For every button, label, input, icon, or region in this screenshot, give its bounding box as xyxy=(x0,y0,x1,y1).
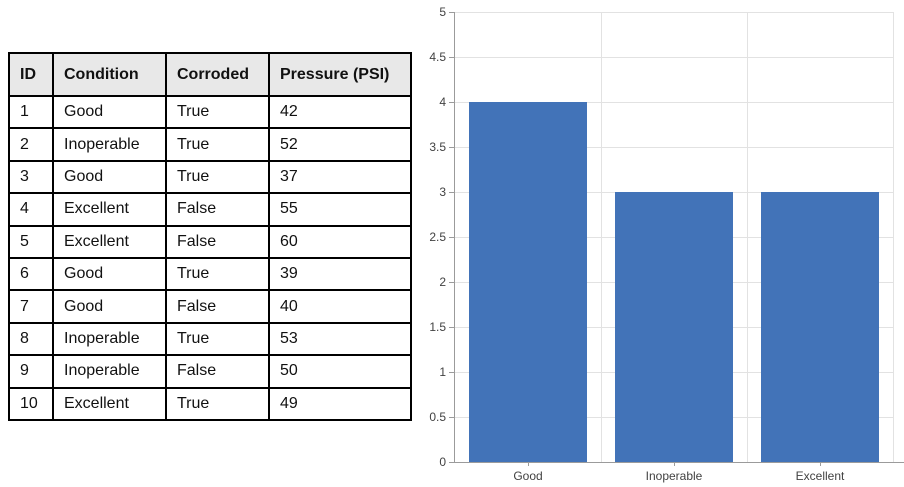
table-header-row: ID Condition Corroded Pressure (PSI) xyxy=(8,52,412,97)
table-cell-corroded: False xyxy=(165,289,270,324)
table-cell-id: 8 xyxy=(8,321,54,357)
table-cell-corroded: True xyxy=(165,159,270,195)
table-cell-condition: Good xyxy=(52,289,167,324)
table-cell-pressure-psi: 37 xyxy=(268,159,412,195)
y-axis-tick xyxy=(449,11,455,13)
y-axis-tick xyxy=(449,281,455,283)
gridline-horizontal xyxy=(455,101,893,103)
table-cell-id: 9 xyxy=(8,354,54,389)
gridline-vertical xyxy=(600,12,602,462)
table-cell-pressure-psi: 53 xyxy=(268,321,412,357)
y-axis-label: 2 xyxy=(439,275,446,289)
column-header-id: ID xyxy=(8,52,54,97)
table-cell-id: 5 xyxy=(8,224,54,259)
condition-count-bar-chart: 0 0.5 1 1.5 2 2.5 3 3.5 4 4.5 5 Good Inoperable Excel… xyxy=(429,5,904,483)
table-row: 4 Excellent False 55 xyxy=(8,192,412,227)
table-cell-pressure-psi: 49 xyxy=(268,386,412,421)
table-cell-corroded: True xyxy=(165,94,270,130)
table-cell-condition: Inoperable xyxy=(52,354,167,389)
table-cell-id: 4 xyxy=(8,192,54,227)
y-axis-tick xyxy=(449,191,455,193)
x-axis-line xyxy=(449,462,904,463)
table-cell-pressure-psi: 42 xyxy=(268,94,412,130)
gridline-vertical xyxy=(892,12,894,462)
table-cell-id: 6 xyxy=(8,256,54,292)
table-cell-id: 7 xyxy=(8,289,54,324)
inspection-table-container: ID Condition Corroded Pressure (PSI) 1 Go… xyxy=(8,52,412,421)
y-axis-tick xyxy=(449,56,455,58)
table-row: 2 Inoperable True 52 xyxy=(8,127,412,162)
y-axis-tick xyxy=(449,236,455,238)
table-cell-pressure-psi: 55 xyxy=(268,192,412,227)
y-axis-tick xyxy=(449,326,455,328)
x-axis-label: Inoperable xyxy=(645,469,703,483)
table-row: 8 Inoperable True 53 xyxy=(8,321,412,357)
x-axis-tick xyxy=(673,462,675,466)
y-axis-tick xyxy=(449,101,455,103)
table-row: 6 Good True 39 xyxy=(8,256,412,292)
table-cell-condition: Excellent xyxy=(52,386,167,421)
table-cell-corroded: False xyxy=(165,192,270,227)
table-cell-condition: Good xyxy=(52,159,167,195)
table-cell-corroded: True xyxy=(165,321,270,357)
table-cell-pressure-psi: 52 xyxy=(268,127,412,162)
gridline-horizontal xyxy=(455,56,893,58)
table-cell-id: 1 xyxy=(8,94,54,130)
table-cell-corroded: True xyxy=(165,127,270,162)
table-cell-corroded: False xyxy=(165,354,270,389)
table-row: 1 Good True 42 xyxy=(8,94,412,130)
bar-excellent xyxy=(761,192,879,462)
y-axis-label: 0.5 xyxy=(429,410,446,424)
table-row: 9 Inoperable False 50 xyxy=(8,354,412,389)
table-cell-condition: Inoperable xyxy=(52,321,167,357)
y-axis-label: 3.5 xyxy=(429,140,446,154)
table-cell-condition: Inoperable xyxy=(52,127,167,162)
table-cell-corroded: False xyxy=(165,224,270,259)
table-cell-condition: Good xyxy=(52,256,167,292)
table-cell-corroded: True xyxy=(165,256,270,292)
table-cell-id: 3 xyxy=(8,159,54,195)
table-cell-pressure-psi: 60 xyxy=(268,224,412,259)
y-axis-label: 0 xyxy=(439,455,446,469)
table-cell-id: 2 xyxy=(8,127,54,162)
column-header-condition: Condition xyxy=(52,52,167,97)
table-cell-id: 10 xyxy=(8,386,54,421)
table-row: 5 Excellent False 60 xyxy=(8,224,412,259)
x-axis-label: Excellent xyxy=(795,469,845,483)
column-header-pressure: Pressure (PSI) xyxy=(268,52,412,97)
table-cell-corroded: True xyxy=(165,386,270,421)
y-axis-tick xyxy=(449,371,455,373)
table-cell-pressure-psi: 50 xyxy=(268,354,412,389)
y-axis-label: 1 xyxy=(439,365,446,379)
y-axis-label: 5 xyxy=(439,5,446,19)
inspection-table: ID Condition Corroded Pressure (PSI) 1 Go… xyxy=(8,52,412,421)
table-cell-condition: Good xyxy=(52,94,167,130)
y-axis-tick xyxy=(449,416,455,418)
y-axis-label: 4.5 xyxy=(429,50,446,64)
y-axis-label: 3 xyxy=(439,185,446,199)
y-axis-tick xyxy=(449,461,455,463)
table-cell-condition: Excellent xyxy=(52,224,167,259)
table-row: 10 Excellent True 49 xyxy=(8,386,412,421)
gridline-horizontal xyxy=(455,146,893,148)
x-axis-tick xyxy=(527,462,529,466)
table-cell-pressure-psi: 39 xyxy=(268,256,412,292)
table-cell-condition: Excellent xyxy=(52,192,167,227)
y-axis-label: 1.5 xyxy=(429,320,446,334)
table-row: 7 Good False 40 xyxy=(8,289,412,324)
table-row: 3 Good True 37 xyxy=(8,159,412,195)
y-axis-label: 4 xyxy=(439,95,446,109)
x-axis-label: Good xyxy=(513,469,543,483)
x-axis-tick xyxy=(819,462,821,466)
gridline-vertical xyxy=(746,12,748,462)
y-axis-tick xyxy=(449,146,455,148)
y-axis-label: 2.5 xyxy=(429,230,446,244)
bar-good xyxy=(469,102,587,462)
gridline-horizontal xyxy=(455,11,893,13)
column-header-corroded: Corroded xyxy=(165,52,270,97)
bar-inoperable xyxy=(615,192,733,462)
table-cell-pressure-psi: 40 xyxy=(268,289,412,324)
